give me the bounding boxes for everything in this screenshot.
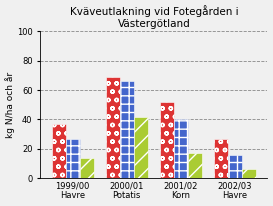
- Title: Kväveutlakning vid Fotegården i
Västergötland: Kväveutlakning vid Fotegården i Västergö…: [70, 6, 238, 29]
- Bar: [80, 158, 94, 178]
- Bar: [242, 170, 256, 178]
- Bar: [52, 124, 66, 178]
- Bar: [120, 81, 134, 178]
- Bar: [214, 139, 228, 178]
- Y-axis label: kg N/ha och år: kg N/ha och år: [5, 72, 16, 138]
- Bar: [188, 153, 202, 178]
- Bar: [228, 155, 242, 178]
- Bar: [134, 117, 148, 178]
- Bar: [66, 139, 80, 178]
- Bar: [174, 119, 188, 178]
- Bar: [106, 77, 120, 178]
- Bar: [160, 102, 174, 178]
